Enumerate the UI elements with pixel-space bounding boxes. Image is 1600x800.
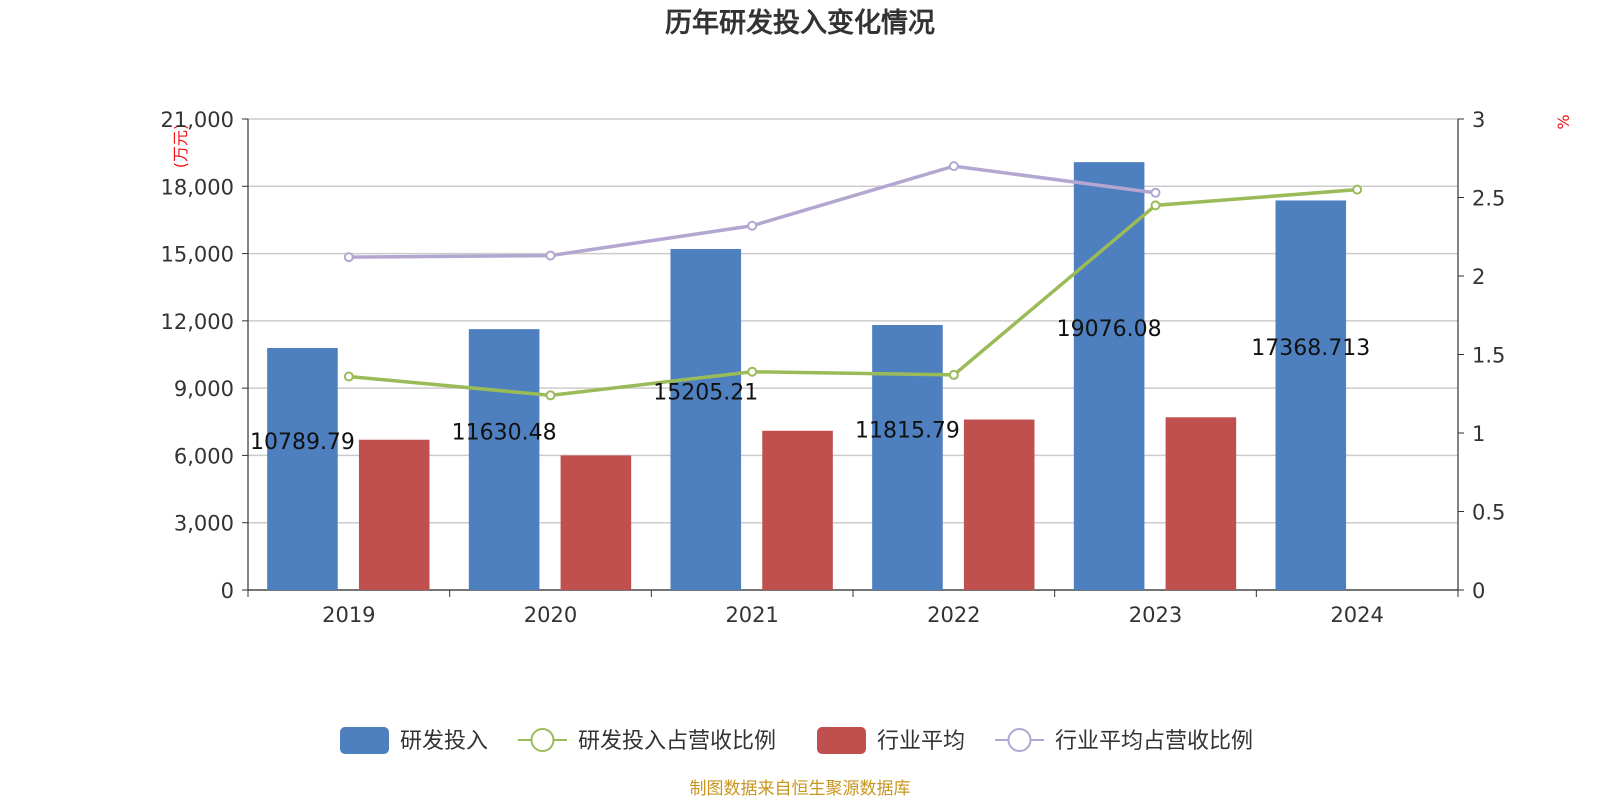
x-tick-label: 2019	[322, 603, 375, 627]
lines	[343, 161, 1363, 401]
legend-swatch-marker	[530, 728, 555, 752]
line-point	[1150, 187, 1161, 198]
line-point	[948, 161, 959, 172]
legend-swatch-bar	[817, 727, 866, 754]
line-3	[348, 164, 1156, 259]
y-left-tick-label: 9,000	[174, 377, 234, 401]
bar-value-label: 17368.713	[1251, 336, 1370, 361]
y-right-tick-label: 0.5	[1472, 501, 1505, 525]
y-left-tick-label: 21,000	[161, 108, 234, 132]
x-tick-label: 2022	[927, 603, 980, 627]
y-left-tick-label: 0	[221, 579, 234, 603]
y-right-tick-label: 1	[1472, 422, 1485, 446]
bar-rd	[872, 324, 943, 590]
bar-industry	[762, 430, 833, 590]
y-right-tick-label: 1.5	[1472, 344, 1505, 368]
bar-value-label: 19076.08	[1057, 317, 1162, 342]
line-point	[343, 252, 354, 263]
bar-industry	[560, 455, 632, 590]
x-tick-label: 2021	[725, 603, 778, 627]
y-right-tick-label: 0	[1472, 579, 1485, 603]
bar-industry	[963, 419, 1035, 590]
legend-label: 研发投入	[400, 729, 488, 754]
y-left-tick-label: 12,000	[161, 310, 234, 334]
bar-rd	[670, 248, 742, 590]
y-left-unit: (万元)	[171, 124, 190, 169]
bars	[267, 162, 1347, 591]
bar-industry	[1165, 417, 1237, 590]
bar-industry	[358, 439, 430, 590]
line-point	[545, 250, 556, 261]
line-point	[948, 369, 959, 380]
axes: 0 3,000 6,000 9,000 12,000 15,000 18,000 21,000…	[161, 108, 1506, 627]
legend-label: 研发投入占营收比例	[578, 729, 776, 754]
source-note: 制图数据来自恒生聚源数据库	[690, 779, 911, 799]
y-right-unit: %	[1554, 114, 1573, 129]
legend-label: 行业平均	[877, 729, 965, 754]
data-labels: 10789.79 11630.48 15205.21 11815.79 19076.08…	[250, 317, 1370, 455]
line-point	[1150, 200, 1161, 211]
legend-label: 行业平均占营收比例	[1055, 729, 1253, 754]
y-right-tick-label: 2	[1472, 265, 1485, 289]
line-point	[747, 366, 758, 377]
line-1	[348, 187, 1358, 398]
bar-value-label: 11815.79	[855, 418, 960, 443]
bar-rd	[1275, 200, 1347, 590]
bar-value-label: 11630.48	[452, 421, 557, 446]
bar-value-label: 15205.21	[653, 380, 758, 405]
y-left-tick-label: 3,000	[174, 512, 234, 536]
line-point	[545, 390, 556, 401]
legend[interactable]: 研发投入 研发投入占营收比例 行业平均 行业平均占营收比例	[340, 727, 1253, 754]
bar-value-label: 10789.79	[250, 430, 355, 455]
line-point	[343, 371, 354, 382]
x-tick-label: 2024	[1330, 603, 1383, 627]
bar-rd	[267, 348, 338, 590]
y-left-tick-label: 15,000	[161, 243, 234, 267]
line-point	[747, 220, 758, 231]
bar-rd	[468, 329, 540, 590]
y-right-tick-label: 2.5	[1472, 187, 1505, 211]
x-tick-label: 2023	[1129, 603, 1182, 627]
line-point	[1352, 184, 1363, 195]
y-left-tick-label: 6,000	[174, 444, 234, 468]
legend-swatch-bar	[340, 727, 389, 754]
legend-swatch-marker	[1007, 728, 1032, 752]
y-right-tick-label: 3	[1472, 108, 1485, 132]
bar-rd	[1073, 162, 1145, 591]
y-left-tick-label: 18,000	[161, 175, 234, 199]
x-tick-label: 2020	[524, 603, 577, 627]
chart-title: 历年研发投入变化情况	[665, 7, 935, 39]
